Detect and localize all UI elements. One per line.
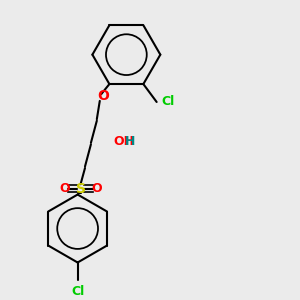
Text: Cl: Cl [71,285,84,298]
Text: Cl: Cl [161,95,174,109]
Text: O: O [92,182,102,195]
Text: O: O [97,88,109,103]
Text: OH: OH [113,135,134,148]
Text: H: H [125,135,135,148]
Text: S: S [76,182,85,196]
Text: O: O [59,182,70,195]
